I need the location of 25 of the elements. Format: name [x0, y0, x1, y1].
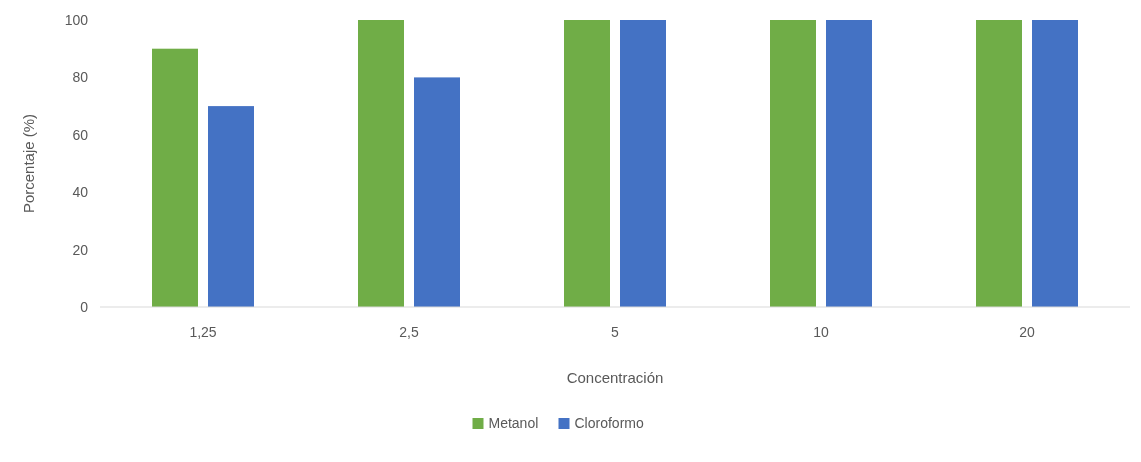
bar — [358, 20, 404, 307]
bar — [770, 20, 816, 307]
legend-label: Metanol — [488, 415, 539, 431]
bar — [414, 77, 460, 307]
y-tick-label: 80 — [72, 69, 89, 86]
bar — [564, 20, 610, 307]
bar — [976, 20, 1022, 307]
x-tick-label: 20 — [1019, 324, 1035, 340]
bar — [208, 106, 254, 307]
x-tick-label: 5 — [611, 324, 620, 340]
bar — [152, 48, 198, 307]
bar — [1032, 20, 1078, 307]
x-tick-label: 1,25 — [189, 324, 217, 340]
x-tick-label: 2,5 — [399, 324, 419, 340]
y-tick-label: 40 — [72, 184, 89, 201]
bar — [826, 20, 872, 307]
y-axis-title: Porcentaje (%) — [20, 113, 37, 214]
x-tick-label: 10 — [813, 324, 829, 340]
y-tick-label: 100 — [64, 11, 89, 28]
y-tick-label: 60 — [72, 126, 89, 143]
bar — [620, 20, 666, 307]
y-tick-label: 20 — [72, 241, 89, 258]
legend-label: Cloroformo — [574, 415, 644, 431]
y-tick-label: 0 — [80, 298, 89, 315]
x-axis-title: Concentración — [566, 369, 664, 386]
